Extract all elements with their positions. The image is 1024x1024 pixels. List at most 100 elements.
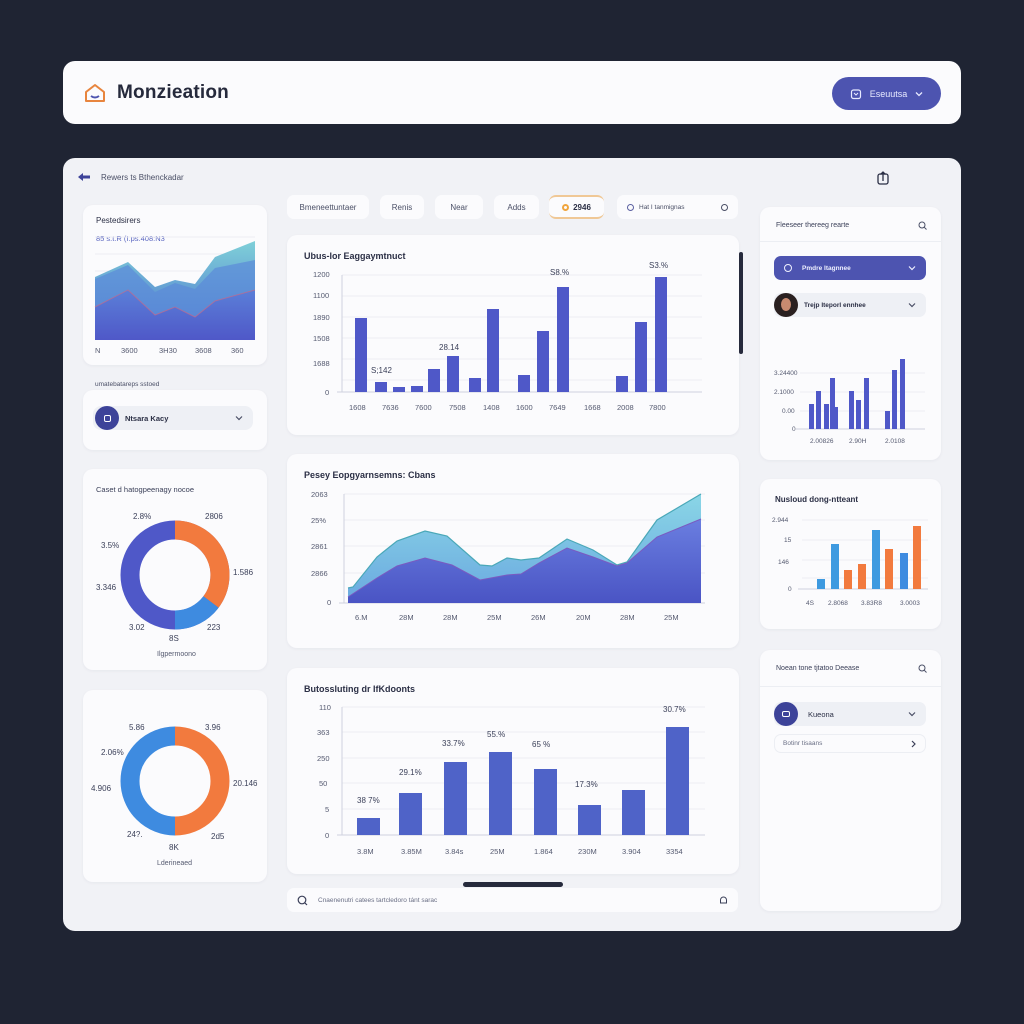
filter-pill-0[interactable]: Bmeneettuntaer [287, 195, 369, 219]
mini-bar-chart: 3.24400 2.1000 0.00 0 2.00826 2.90H 2.0108 [774, 359, 925, 445]
svg-text:25M: 25M [664, 613, 679, 622]
svg-text:2008: 2008 [617, 403, 634, 412]
svg-text:Ilgpermoono: Ilgpermoono [157, 651, 196, 658]
header-dropdown-button[interactable]: Eseuutsa [832, 77, 941, 110]
svg-text:1.864: 1.864 [534, 847, 553, 856]
search-bar[interactable]: Cnaenenutri catees tartcledoro tánt sara… [287, 888, 738, 912]
svg-text:28M: 28M [443, 613, 458, 622]
svg-text:2d5: 2d5 [211, 832, 225, 841]
svg-text:3.346: 3.346 [96, 583, 117, 592]
svg-text:S;142: S;142 [371, 366, 392, 375]
search-icon[interactable] [918, 221, 927, 230]
svg-text:3.96: 3.96 [205, 723, 221, 732]
svg-text:1608: 1608 [349, 403, 366, 412]
chevron-down-icon [908, 303, 916, 308]
calendar-icon [850, 88, 861, 99]
chat-icon [774, 702, 798, 726]
svg-text:2.8%: 2.8% [133, 512, 151, 521]
filter-pill-5[interactable]: Hat I tanmignas [617, 195, 738, 219]
svg-text:3.8M: 3.8M [357, 847, 374, 856]
panel-title: Noean tone tjtatoo Deease [776, 665, 860, 672]
user-select[interactable]: Ntsara Kacy [93, 406, 253, 430]
svg-text:6.M: 6.M [355, 613, 368, 622]
svg-text:2.944: 2.944 [772, 517, 789, 524]
circle-icon [721, 203, 728, 211]
right-panel-2: Nusloud dong-ntteant 2.944 15 146 0 4S 2.806… [760, 479, 941, 629]
card-title: Pestedsirers [96, 216, 141, 225]
svg-text:20.146: 20.146 [233, 779, 258, 788]
svg-text:3608: 3608 [195, 346, 212, 355]
svg-text:26M: 26M [531, 613, 546, 622]
svg-text:2.00826: 2.00826 [810, 438, 834, 445]
svg-text:30.7%: 30.7% [663, 705, 686, 714]
svg-text:1200: 1200 [313, 270, 330, 279]
svg-text:65 %: 65 % [532, 740, 550, 749]
svg-text:5.86: 5.86 [129, 723, 145, 732]
right-panel-3: Noean tone tjtatoo Deease Kueona Botinr … [760, 650, 941, 911]
svg-text:3.02: 3.02 [129, 623, 145, 632]
svg-text:3354: 3354 [666, 847, 683, 856]
svg-text:230M: 230M [578, 847, 597, 856]
settings-link[interactable]: Botinr tisaans [774, 734, 926, 753]
svg-text:0: 0 [792, 426, 796, 433]
svg-text:2866: 2866 [311, 569, 328, 578]
user-select-2[interactable]: Trejp Iteporl ennhee [774, 293, 926, 317]
donut-card-1: Caset d hatogpeenagy nocoe 2.8% 2806 3.5… [83, 469, 267, 670]
scrollbar[interactable] [739, 252, 743, 354]
svg-text:2.1000: 2.1000 [774, 389, 794, 396]
area-chart: N 3600 3H30 3608 360 [94, 236, 256, 355]
card-title: Butossluting dr IfKdoonts [304, 684, 415, 694]
svg-text:28M: 28M [399, 613, 414, 622]
svg-text:2.90H: 2.90H [849, 438, 867, 445]
svg-text:8S: 8S [169, 634, 179, 643]
area-chart-card-2: Pesey Eopgyarnsemns: Cbans 2063 25% 2861 28… [287, 454, 739, 648]
back-arrow-icon[interactable] [77, 172, 91, 182]
avatar-icon [95, 406, 119, 430]
gear-icon [627, 203, 634, 211]
bell-icon[interactable] [719, 895, 728, 905]
search-icon [297, 895, 308, 905]
svg-text:3.85M: 3.85M [401, 847, 422, 856]
search-icon[interactable] [918, 664, 927, 673]
filter-pill-2[interactable]: Near [435, 195, 483, 219]
filter-pill-1[interactable]: Renis [380, 195, 424, 219]
filter-pill-active[interactable]: 2946 [549, 195, 604, 219]
svg-text:4S: 4S [806, 600, 815, 607]
chevron-down-icon [908, 712, 916, 717]
coin-icon [562, 203, 570, 211]
svg-text:360: 360 [231, 346, 244, 355]
card-title: Pesey Eopgyarnsemns: Cbans [304, 470, 436, 480]
bar-chart-card-1: Ubus-lor Eaggaymtnuct 1200 1100 1890 1508 16… [287, 235, 739, 435]
svg-text:3.0003: 3.0003 [900, 600, 920, 607]
globe-icon [784, 264, 792, 272]
svg-text:7508: 7508 [449, 403, 466, 412]
svg-text:20M: 20M [576, 613, 591, 622]
chevron-right-icon [911, 740, 916, 747]
right-panel-1: Fleeseer thereeg rearte Pmdre Itagnnee T… [760, 207, 941, 460]
user-select-card: Ntsara Kacy [83, 390, 267, 450]
breadcrumb[interactable]: Rewers ts Bthenckadar [77, 172, 184, 182]
svg-text:1408: 1408 [483, 403, 500, 412]
chevron-down-icon [908, 266, 916, 271]
svg-text:250: 250 [317, 754, 330, 763]
svg-text:4.906: 4.906 [91, 784, 112, 793]
filter-pill-3[interactable]: Adds [494, 195, 539, 219]
dashboard-panel: Rewers ts Bthenckadar Bmeneettuntaer Ren… [63, 158, 961, 931]
svg-text:3.904: 3.904 [622, 847, 641, 856]
bar-chart-card-2: Butossluting dr IfKdoonts 110 363 250 50 5 0 … [287, 668, 739, 874]
svg-text:1.586: 1.586 [233, 568, 254, 577]
svg-text:55.%: 55.% [487, 730, 505, 739]
svg-text:50: 50 [319, 779, 327, 788]
svg-text:Lderineaed: Lderineaed [157, 860, 192, 867]
share-icon[interactable] [877, 171, 889, 185]
account-select[interactable]: Kueona [774, 702, 926, 726]
svg-text:0: 0 [325, 831, 329, 840]
primary-select[interactable]: Pmdre Itagnnee [774, 256, 926, 280]
svg-text:1668: 1668 [584, 403, 601, 412]
card-subtitle: 85 s.t.R (I.ps.408:N3 [96, 234, 165, 243]
home-indicator [463, 882, 563, 887]
donut-card-2: 5.86 3.96 2.06% 20.146 4.906 24?. 8K 2d5… [83, 690, 267, 882]
svg-text:7649: 7649 [549, 403, 566, 412]
svg-text:2806: 2806 [205, 512, 223, 521]
svg-text:N: N [95, 346, 100, 355]
